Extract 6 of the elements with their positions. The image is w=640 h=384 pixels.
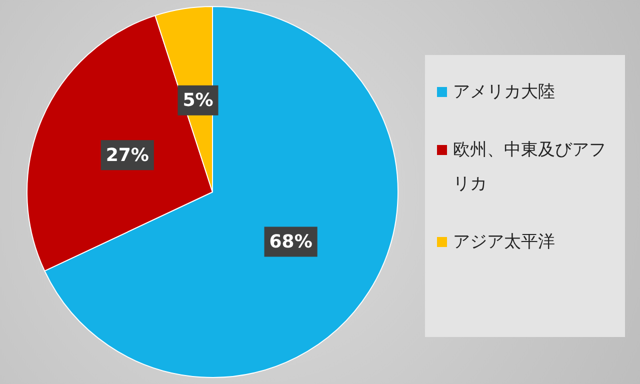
legend-label: アジア太平洋 — [453, 231, 555, 254]
data-label: 68% — [269, 231, 312, 252]
slice-label: アメリカ大陸 — [453, 81, 555, 104]
data-label: 27% — [106, 144, 149, 166]
data-label: 5% — [182, 90, 214, 112]
legend-label: 欧州、中東及びアフリカ — [453, 139, 607, 196]
